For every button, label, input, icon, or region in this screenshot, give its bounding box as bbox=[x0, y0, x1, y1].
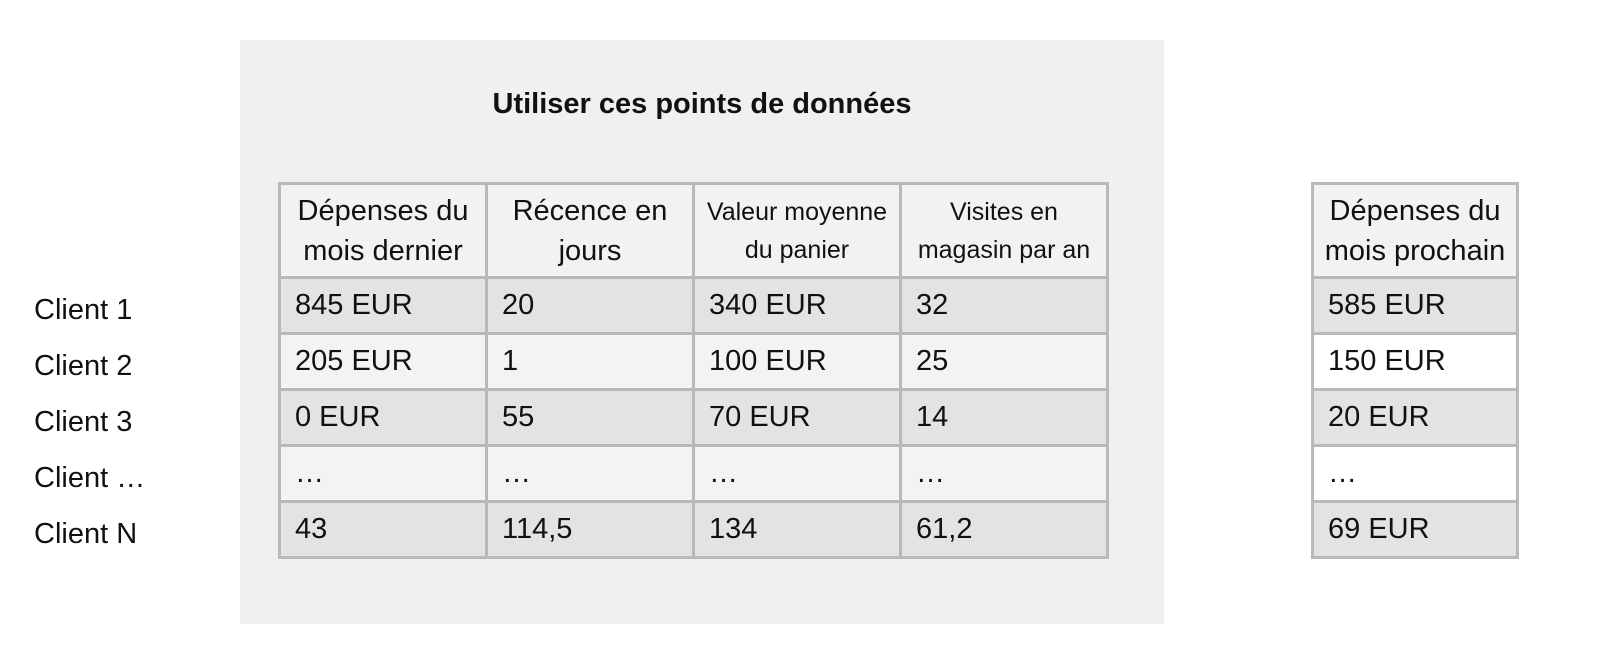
feature-table: Dépenses du mois dernier Récence en jour… bbox=[278, 182, 1109, 559]
table-cell: … bbox=[485, 444, 695, 503]
table-cell: 55 bbox=[485, 388, 695, 447]
table-cell: … bbox=[1311, 444, 1519, 503]
table-cell: 70 EUR bbox=[692, 388, 902, 447]
client-label: Client 2 bbox=[34, 350, 133, 382]
table-row: 150 EUR bbox=[1311, 332, 1519, 391]
table-cell: 585 EUR bbox=[1311, 276, 1519, 335]
feature-header-row: Dépenses du mois dernier Récence en jour… bbox=[278, 182, 1109, 279]
table-cell: 25 bbox=[899, 332, 1109, 391]
table-cell: 114,5 bbox=[485, 500, 695, 559]
table-cell: 1 bbox=[485, 332, 695, 391]
table-cell: 43 bbox=[278, 500, 488, 559]
client-label: Client 3 bbox=[34, 406, 133, 438]
table-cell: … bbox=[692, 444, 902, 503]
table-row: 0 EUR 55 70 EUR 14 bbox=[278, 388, 1109, 447]
table-row: … bbox=[1311, 444, 1519, 503]
table-cell: 61,2 bbox=[899, 500, 1109, 559]
table-cell: 100 EUR bbox=[692, 332, 902, 391]
table-row: 43 114,5 134 61,2 bbox=[278, 500, 1109, 559]
table-row: 205 EUR 1 100 EUR 25 bbox=[278, 332, 1109, 391]
header-next-month-spend: Dépenses du mois prochain bbox=[1311, 182, 1519, 279]
table-cell: 14 bbox=[899, 388, 1109, 447]
table-cell: 69 EUR bbox=[1311, 500, 1519, 559]
table-cell: … bbox=[278, 444, 488, 503]
table-cell: 134 bbox=[692, 500, 902, 559]
table-cell: 0 EUR bbox=[278, 388, 488, 447]
client-label: Client … bbox=[34, 462, 146, 494]
table-row: 20 EUR bbox=[1311, 388, 1519, 447]
client-label: Client N bbox=[34, 518, 138, 550]
client-label: Client 1 bbox=[34, 294, 133, 326]
target-header-row: Dépenses du mois prochain bbox=[1311, 182, 1519, 279]
table-cell: 20 bbox=[485, 276, 695, 335]
header-last-month-spend: Dépenses du mois dernier bbox=[278, 182, 488, 279]
table-row: … … … … bbox=[278, 444, 1109, 503]
table-row: 585 EUR bbox=[1311, 276, 1519, 335]
target-table: Dépenses du mois prochain 585 EUR 150 EU… bbox=[1311, 182, 1519, 559]
table-row: 845 EUR 20 340 EUR 32 bbox=[278, 276, 1109, 335]
header-average-basket: Valeur moyenne du panier bbox=[692, 182, 902, 279]
table-cell: … bbox=[899, 444, 1109, 503]
table-cell: 150 EUR bbox=[1311, 332, 1519, 391]
table-cell: 845 EUR bbox=[278, 276, 488, 335]
header-recency-days: Récence en jours bbox=[485, 182, 695, 279]
panel-title: Utiliser ces points de données bbox=[492, 88, 912, 120]
table-row: 69 EUR bbox=[1311, 500, 1519, 559]
table-cell: 20 EUR bbox=[1311, 388, 1519, 447]
header-store-visits: Visites en magasin par an bbox=[899, 182, 1109, 279]
client-labels: Client 1 Client 2 Client 3 Client … Clie… bbox=[34, 282, 145, 562]
table-cell: 205 EUR bbox=[278, 332, 488, 391]
table-cell: 340 EUR bbox=[692, 276, 902, 335]
table-cell: 32 bbox=[899, 276, 1109, 335]
